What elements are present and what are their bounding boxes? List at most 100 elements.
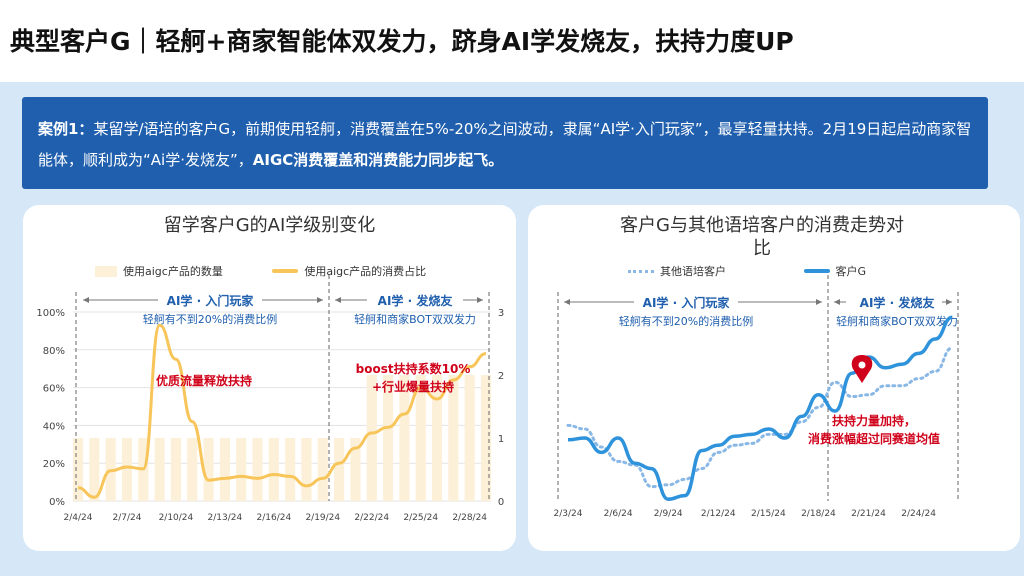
x-tick: 2/19/24 — [305, 513, 340, 523]
aigc-count-bar — [72, 438, 84, 501]
right-chart-svg: AI学 · 入门玩家 轻舸有不到20%的消费比例 AI学 · 发烧友 轻舸和商家… — [554, 275, 959, 519]
x-tick: 2/7/24 — [112, 513, 141, 523]
aigc-count-bar — [317, 438, 328, 501]
y-left-tick: 40% — [43, 421, 65, 432]
aigc-count-bar — [285, 438, 296, 501]
annotation-boost-line2: +行业爆量扶持 — [372, 379, 454, 394]
phase2-arrow-left-head — [834, 299, 840, 305]
phase2-arrow-right-head — [946, 299, 952, 305]
phase2-arrow-left-head — [335, 297, 341, 303]
left-chart-svg: AI学 · 入门玩家 轻舸有不到20%的消费比例 AI学 · 发烧友 轻舸和商家… — [36, 275, 504, 523]
x-tick: 2/3/24 — [554, 509, 583, 519]
left-chart-title: 留学客户G的AI学级别变化 — [163, 215, 376, 236]
phase2-arrow-right-head — [477, 297, 483, 303]
x-tick: 2/28/24 — [452, 513, 487, 523]
legend-bar-swatch — [95, 265, 117, 277]
map-pin-dot — [858, 361, 866, 369]
aigc-count-bar — [415, 375, 426, 501]
phase1-arrow-right-head — [317, 297, 323, 303]
aigc-count-bar — [350, 438, 361, 501]
aigc-count-bar — [252, 438, 263, 501]
case-emphasis: AIGC消费覆盖和消费能力同步起飞。 — [252, 151, 504, 169]
phase1-subtitle: 轻舸有不到20%的消费比例 — [143, 312, 277, 326]
aigc-count-bar — [366, 375, 377, 501]
consumption-share-line — [77, 323, 487, 499]
phase2-title-bg — [367, 293, 463, 307]
phase2-title: AI学 · 发烧友 — [378, 293, 453, 308]
right-legend: 其他语培客户 客户G — [628, 263, 866, 279]
y-left-tick: 60% — [43, 384, 65, 395]
x-tick: 2/16/24 — [256, 513, 291, 523]
phase1-title: AI学 · 入门玩家 — [643, 295, 731, 310]
x-tick: 2/4/24 — [64, 513, 93, 523]
aigc-count-bar — [203, 438, 214, 501]
phase1-title-bg — [634, 295, 738, 309]
aigc-count-bar — [301, 438, 312, 501]
legend-bar-label: 使用aigc产品的数量 — [123, 265, 223, 278]
y-right-tick: 3 — [498, 308, 504, 319]
phase1-arrow-left-head — [83, 297, 89, 303]
aigc-count-bar — [464, 375, 475, 501]
annotation-boost-line1: boost扶持系数10% — [356, 361, 471, 376]
aigc-count-bar — [399, 375, 410, 501]
x-tick: 2/15/24 — [751, 509, 786, 519]
aigc-count-bar — [334, 438, 345, 501]
phase1-title-bg — [158, 293, 262, 307]
y-left-tick: 80% — [43, 346, 65, 357]
legend-client-label: 客户G — [835, 265, 867, 278]
x-tick: 2/6/24 — [604, 509, 633, 519]
annotation-traffic-support: 优质流量释放扶持 — [156, 373, 252, 388]
x-tick: 2/12/24 — [701, 509, 736, 519]
aigc-count-bar — [268, 438, 279, 501]
aigc-count-bar — [219, 438, 230, 501]
phase2-subtitle: 轻舸和商家BOT双双发力 — [836, 314, 958, 328]
x-tick: 2/9/24 — [654, 509, 683, 519]
x-tick: 2/13/24 — [208, 513, 243, 523]
phase1-title: AI学 · 入门玩家 — [167, 293, 255, 308]
case-label: 案例1： — [38, 120, 94, 138]
x-tick: 2/10/24 — [159, 513, 194, 523]
case-summary-box: 案例1：某留学/语培的客户G，前期使用轻舸，消费覆盖在5%-20%之间波动，隶属… — [22, 97, 988, 189]
left-chart-card: 留学客户G的AI学级别变化 使用aigc产品的数量 使用aigc产品的消费占比 … — [23, 205, 516, 551]
others-consumption-line — [566, 346, 954, 489]
phase2-subtitle: 轻舸和商家BOT双双发力 — [354, 312, 476, 326]
y-left-tick: 20% — [43, 459, 65, 470]
y-left-tick: 100% — [36, 308, 65, 319]
title-bar: 典型客户G｜轻舸+商家智能体双发力，跻身AI学发烧友，扶持力度UP — [0, 0, 1024, 82]
phase1-arrow-left-head — [564, 299, 570, 305]
phase2-title-bg — [846, 295, 942, 309]
y-right-tick: 1 — [498, 434, 504, 445]
legend-solid-swatch — [803, 269, 830, 273]
left-legend: 使用aigc产品的数量 使用aigc产品的消费占比 — [95, 263, 426, 279]
aigc-count-bar — [121, 438, 133, 501]
aigc-count-bar — [383, 375, 394, 501]
aigc-count-bar — [448, 375, 459, 501]
x-tick: 2/18/24 — [801, 509, 836, 519]
legend-others-label: 其他语培客户 — [660, 265, 726, 278]
aigc-count-bar — [187, 438, 198, 501]
aigc-count-bar — [89, 438, 100, 501]
x-tick: 2/21/24 — [851, 509, 886, 519]
y-left-tick: 0% — [49, 497, 65, 508]
x-tick: 2/25/24 — [403, 513, 438, 523]
aigc-count-bar — [154, 438, 165, 501]
annotation-support-line2: 消费涨幅超过同赛道均值 — [808, 431, 940, 446]
phase1-arrow-right-head — [816, 299, 822, 305]
y-right-tick: 0 — [498, 497, 504, 508]
right-chart-card: 客户G与其他语培客户的消费走势对 比 其他语培客户 客户G AI学 · 入门玩家… — [528, 205, 1020, 551]
x-tick: 2/22/24 — [354, 513, 389, 523]
page-title: 典型客户G｜轻舸+商家智能体双发力，跻身AI学发烧友，扶持力度UP — [10, 27, 794, 56]
right-chart-title-line2: 比 — [753, 238, 771, 259]
aigc-count-bar — [236, 438, 247, 501]
x-tick: 2/24/24 — [901, 509, 936, 519]
map-pin-icon — [851, 355, 873, 383]
aigc-count-bar — [480, 375, 492, 501]
y-right-tick: 2 — [498, 371, 504, 382]
legend-line-label: 使用aigc产品的消费占比 — [304, 265, 427, 278]
aigc-count-bar — [170, 438, 181, 501]
phase1-subtitle: 轻舸有不到20%的消费比例 — [619, 314, 753, 328]
legend-line-swatch — [272, 269, 299, 273]
right-chart-title-line1: 客户G与其他语培客户的消费走势对 — [620, 215, 904, 236]
legend-dotted-swatch — [628, 269, 654, 273]
aigc-count-bar — [431, 375, 443, 501]
